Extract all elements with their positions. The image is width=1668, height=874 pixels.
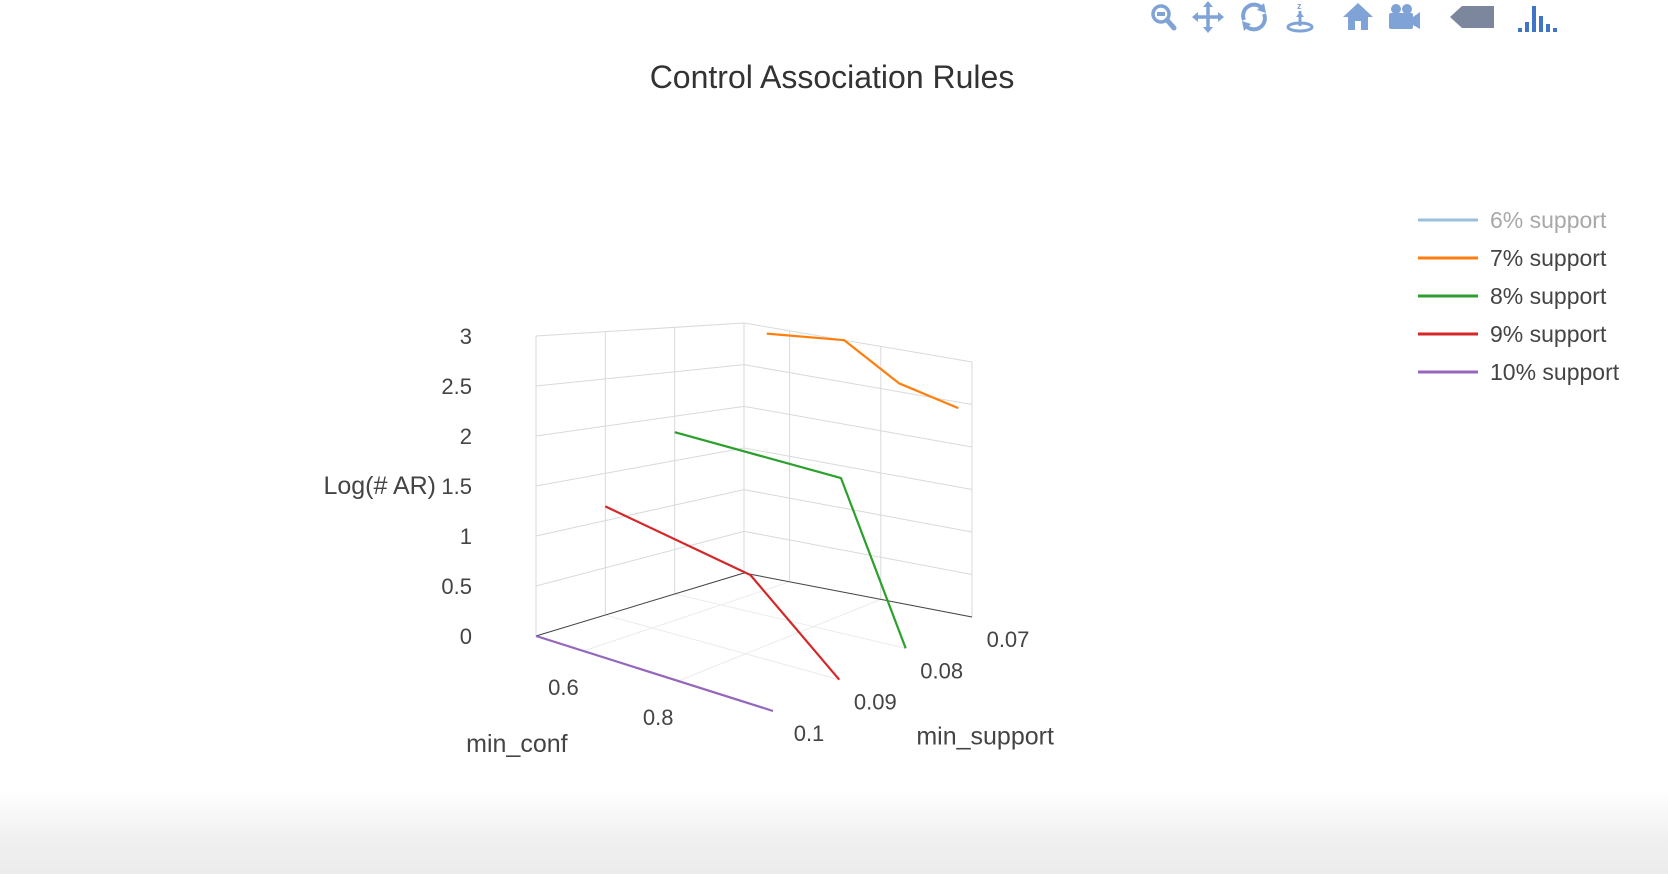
label-layer: 0 0.5 1 1.5 2 2.5 3 Log(# AR) 0.6 0.8 min_conf 0.07… <box>323 324 1054 758</box>
home-icon[interactable] <box>1340 0 1376 34</box>
y-axis-line <box>535 572 745 637</box>
hover-tag-icon[interactable] <box>1448 0 1498 34</box>
orbit-rotate-icon[interactable] <box>1236 0 1272 34</box>
grid-line <box>535 489 745 537</box>
grid-line <box>535 322 745 337</box>
series-line-7-support <box>766 332 959 410</box>
modebar: z <box>1151 0 1668 36</box>
z-tick-label: 2 <box>460 424 472 449</box>
x-axis-title: min_conf <box>466 730 567 758</box>
grid-line <box>535 530 745 587</box>
z-tick-label: 1.5 <box>441 474 472 499</box>
x-axis-line <box>743 572 973 618</box>
svg-text:z: z <box>1297 1 1302 11</box>
grid-line <box>743 447 973 490</box>
grid-line <box>583 581 790 652</box>
x-tick-label: 0.8 <box>643 705 674 730</box>
x-tick-label: 0.6 <box>548 675 579 700</box>
legend-item[interactable]: 6% support <box>1418 207 1607 233</box>
turntable-rotate-icon[interactable]: z <box>1282 0 1318 34</box>
axes-layer <box>535 572 973 637</box>
y-tick-label: 0.09 <box>854 690 897 715</box>
legend-label: 6% support <box>1490 207 1607 233</box>
legend-item[interactable]: 9% support <box>1418 321 1607 347</box>
y-axis-title: min_support <box>916 723 1054 751</box>
legend-item[interactable]: 7% support <box>1418 245 1607 271</box>
legend-label: 8% support <box>1490 283 1607 309</box>
grid-layer <box>535 322 973 712</box>
grid-line <box>535 447 745 487</box>
series-line-9-support <box>604 505 841 681</box>
y-tick-label: 0.07 <box>987 627 1030 652</box>
legend-item[interactable]: 8% support <box>1418 283 1607 309</box>
plotly-logo-icon[interactable] <box>1516 0 1568 34</box>
legend-label: 7% support <box>1490 245 1607 271</box>
grid-line <box>535 364 745 387</box>
legend-item[interactable]: 10% support <box>1418 359 1620 385</box>
z-tick-label: 0.5 <box>441 574 472 599</box>
grid-line <box>743 530 973 575</box>
z-tick-label: 1 <box>460 524 472 549</box>
legend-label: 9% support <box>1490 321 1607 347</box>
legend: 6% support 7% support 8% support 9% support… <box>1418 207 1620 385</box>
legend-label: 10% support <box>1490 359 1620 385</box>
grid-line <box>535 405 745 437</box>
grid-line <box>743 489 973 533</box>
y-tick-label: 0.1 <box>794 721 825 746</box>
camera-icon[interactable] <box>1386 0 1422 34</box>
series-layer <box>535 332 959 713</box>
y-tick-label: 0.08 <box>920 658 963 683</box>
z-tick-label: 2.5 <box>441 374 472 399</box>
series-line-10-support <box>535 634 774 713</box>
pan-icon[interactable] <box>1190 0 1226 34</box>
grid-line <box>743 322 973 363</box>
z-tick-label: 3 <box>460 324 472 349</box>
grid-line <box>678 598 881 682</box>
z-axis-title: Log(# AR) <box>323 472 436 500</box>
zoom-icon[interactable] <box>1145 0 1181 34</box>
z-tick-label: 0 <box>460 624 472 649</box>
grid-line <box>743 405 973 448</box>
chart-title: Control Association Rules <box>650 59 1015 95</box>
series-line-8-support <box>674 431 907 649</box>
grid-line <box>605 614 840 681</box>
